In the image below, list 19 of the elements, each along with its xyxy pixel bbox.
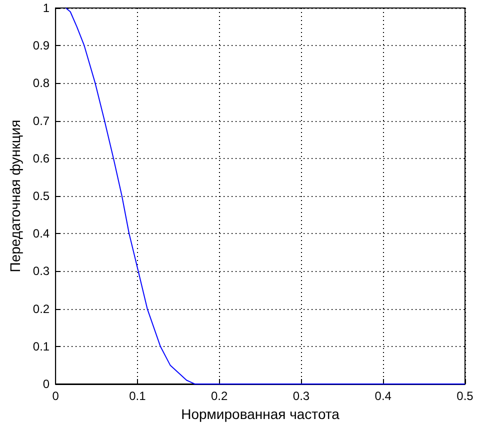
x-tick-label: 0 — [52, 389, 60, 403]
x-tick-label: 0.1 — [129, 389, 146, 403]
y-tick-label: 0.7 — [32, 114, 50, 128]
x-axis-title: Нормированная частота — [181, 406, 340, 422]
y-tick-label: 0 — [42, 377, 50, 391]
y-tick-label: 0.8 — [32, 76, 50, 90]
y-tick-label: 0.4 — [32, 226, 50, 241]
y-tick-label: 0.9 — [32, 38, 50, 53]
y-tick-label: 0.6 — [32, 151, 50, 166]
y-tick-label: 0.1 — [32, 339, 50, 354]
x-tick-label: 0.2 — [211, 389, 228, 403]
y-tick-label: 0.3 — [32, 264, 50, 278]
x-tick-label: 0.5 — [456, 389, 474, 403]
x-tick-label: 0.3 — [292, 389, 310, 403]
y-tick-label: 0.5 — [32, 189, 50, 203]
y-axis-title: Передаточная функция — [7, 120, 23, 272]
y-tick-label: 1 — [42, 1, 50, 15]
y-tick-label: 0.2 — [32, 302, 50, 316]
x-tick-label: 0.4 — [374, 389, 392, 403]
